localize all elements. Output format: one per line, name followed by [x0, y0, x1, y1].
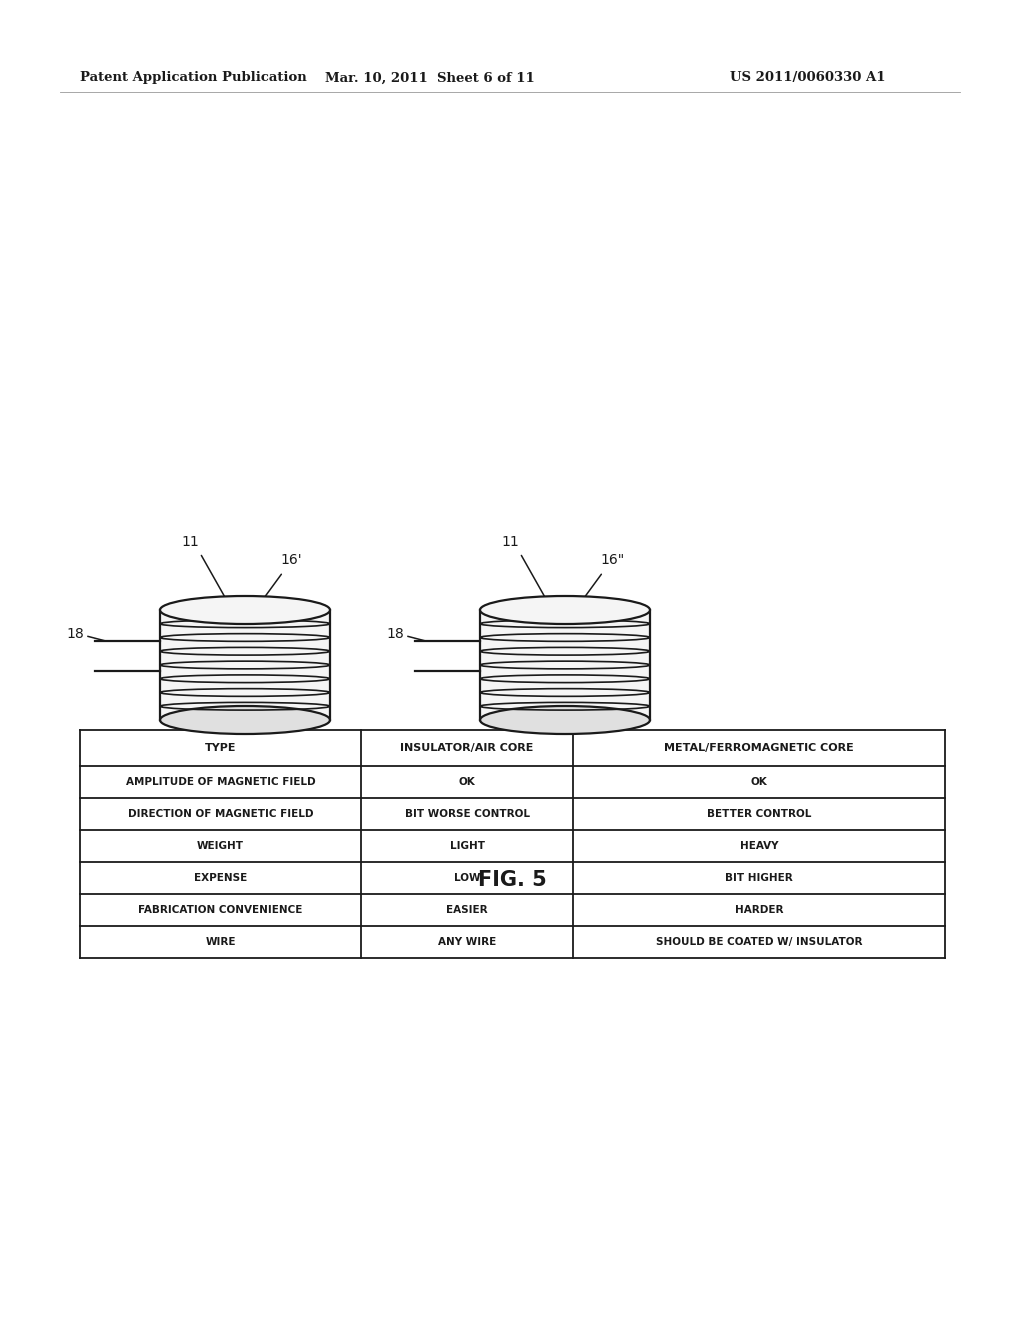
Text: BETTER CONTROL: BETTER CONTROL	[707, 809, 811, 818]
Text: 11: 11	[501, 535, 519, 549]
Text: HEAVY: HEAVY	[739, 841, 778, 851]
Text: FIG. 5: FIG. 5	[477, 870, 547, 890]
Text: TYPE: TYPE	[205, 743, 237, 752]
Text: METAL/FERROMAGNETIC CORE: METAL/FERROMAGNETIC CORE	[665, 743, 854, 752]
Ellipse shape	[480, 706, 650, 734]
Text: 18: 18	[386, 627, 403, 642]
Text: EXPENSE: EXPENSE	[194, 873, 247, 883]
Text: FABRICATION CONVENIENCE: FABRICATION CONVENIENCE	[138, 906, 303, 915]
Text: INSULATOR/AIR CORE: INSULATOR/AIR CORE	[400, 743, 534, 752]
Text: BIT HIGHER: BIT HIGHER	[725, 873, 793, 883]
Text: 11: 11	[181, 535, 199, 549]
Text: DIRECTION OF MAGNETIC FIELD: DIRECTION OF MAGNETIC FIELD	[128, 809, 313, 818]
Ellipse shape	[160, 706, 330, 734]
Text: OK: OK	[751, 777, 767, 787]
Text: 16": 16"	[600, 553, 625, 568]
Text: OK: OK	[459, 777, 475, 787]
Polygon shape	[160, 610, 330, 719]
Text: ANY WIRE: ANY WIRE	[438, 937, 497, 946]
Text: EASIER: EASIER	[446, 906, 487, 915]
Text: WEIGHT: WEIGHT	[197, 841, 244, 851]
Text: AMPLITUDE OF MAGNETIC FIELD: AMPLITUDE OF MAGNETIC FIELD	[126, 777, 315, 787]
Text: LOW: LOW	[454, 873, 480, 883]
Ellipse shape	[480, 597, 650, 624]
Text: Mar. 10, 2011  Sheet 6 of 11: Mar. 10, 2011 Sheet 6 of 11	[326, 71, 535, 84]
Polygon shape	[480, 610, 650, 719]
Text: WIRE: WIRE	[206, 937, 236, 946]
Text: 16': 16'	[280, 553, 302, 568]
Text: LIGHT: LIGHT	[450, 841, 484, 851]
Text: 18: 18	[67, 627, 84, 642]
Text: Patent Application Publication: Patent Application Publication	[80, 71, 307, 84]
Text: US 2011/0060330 A1: US 2011/0060330 A1	[730, 71, 886, 84]
Ellipse shape	[160, 597, 330, 624]
Text: BIT WORSE CONTROL: BIT WORSE CONTROL	[404, 809, 529, 818]
Text: HARDER: HARDER	[735, 906, 783, 915]
Text: SHOULD BE COATED W/ INSULATOR: SHOULD BE COATED W/ INSULATOR	[655, 937, 862, 946]
